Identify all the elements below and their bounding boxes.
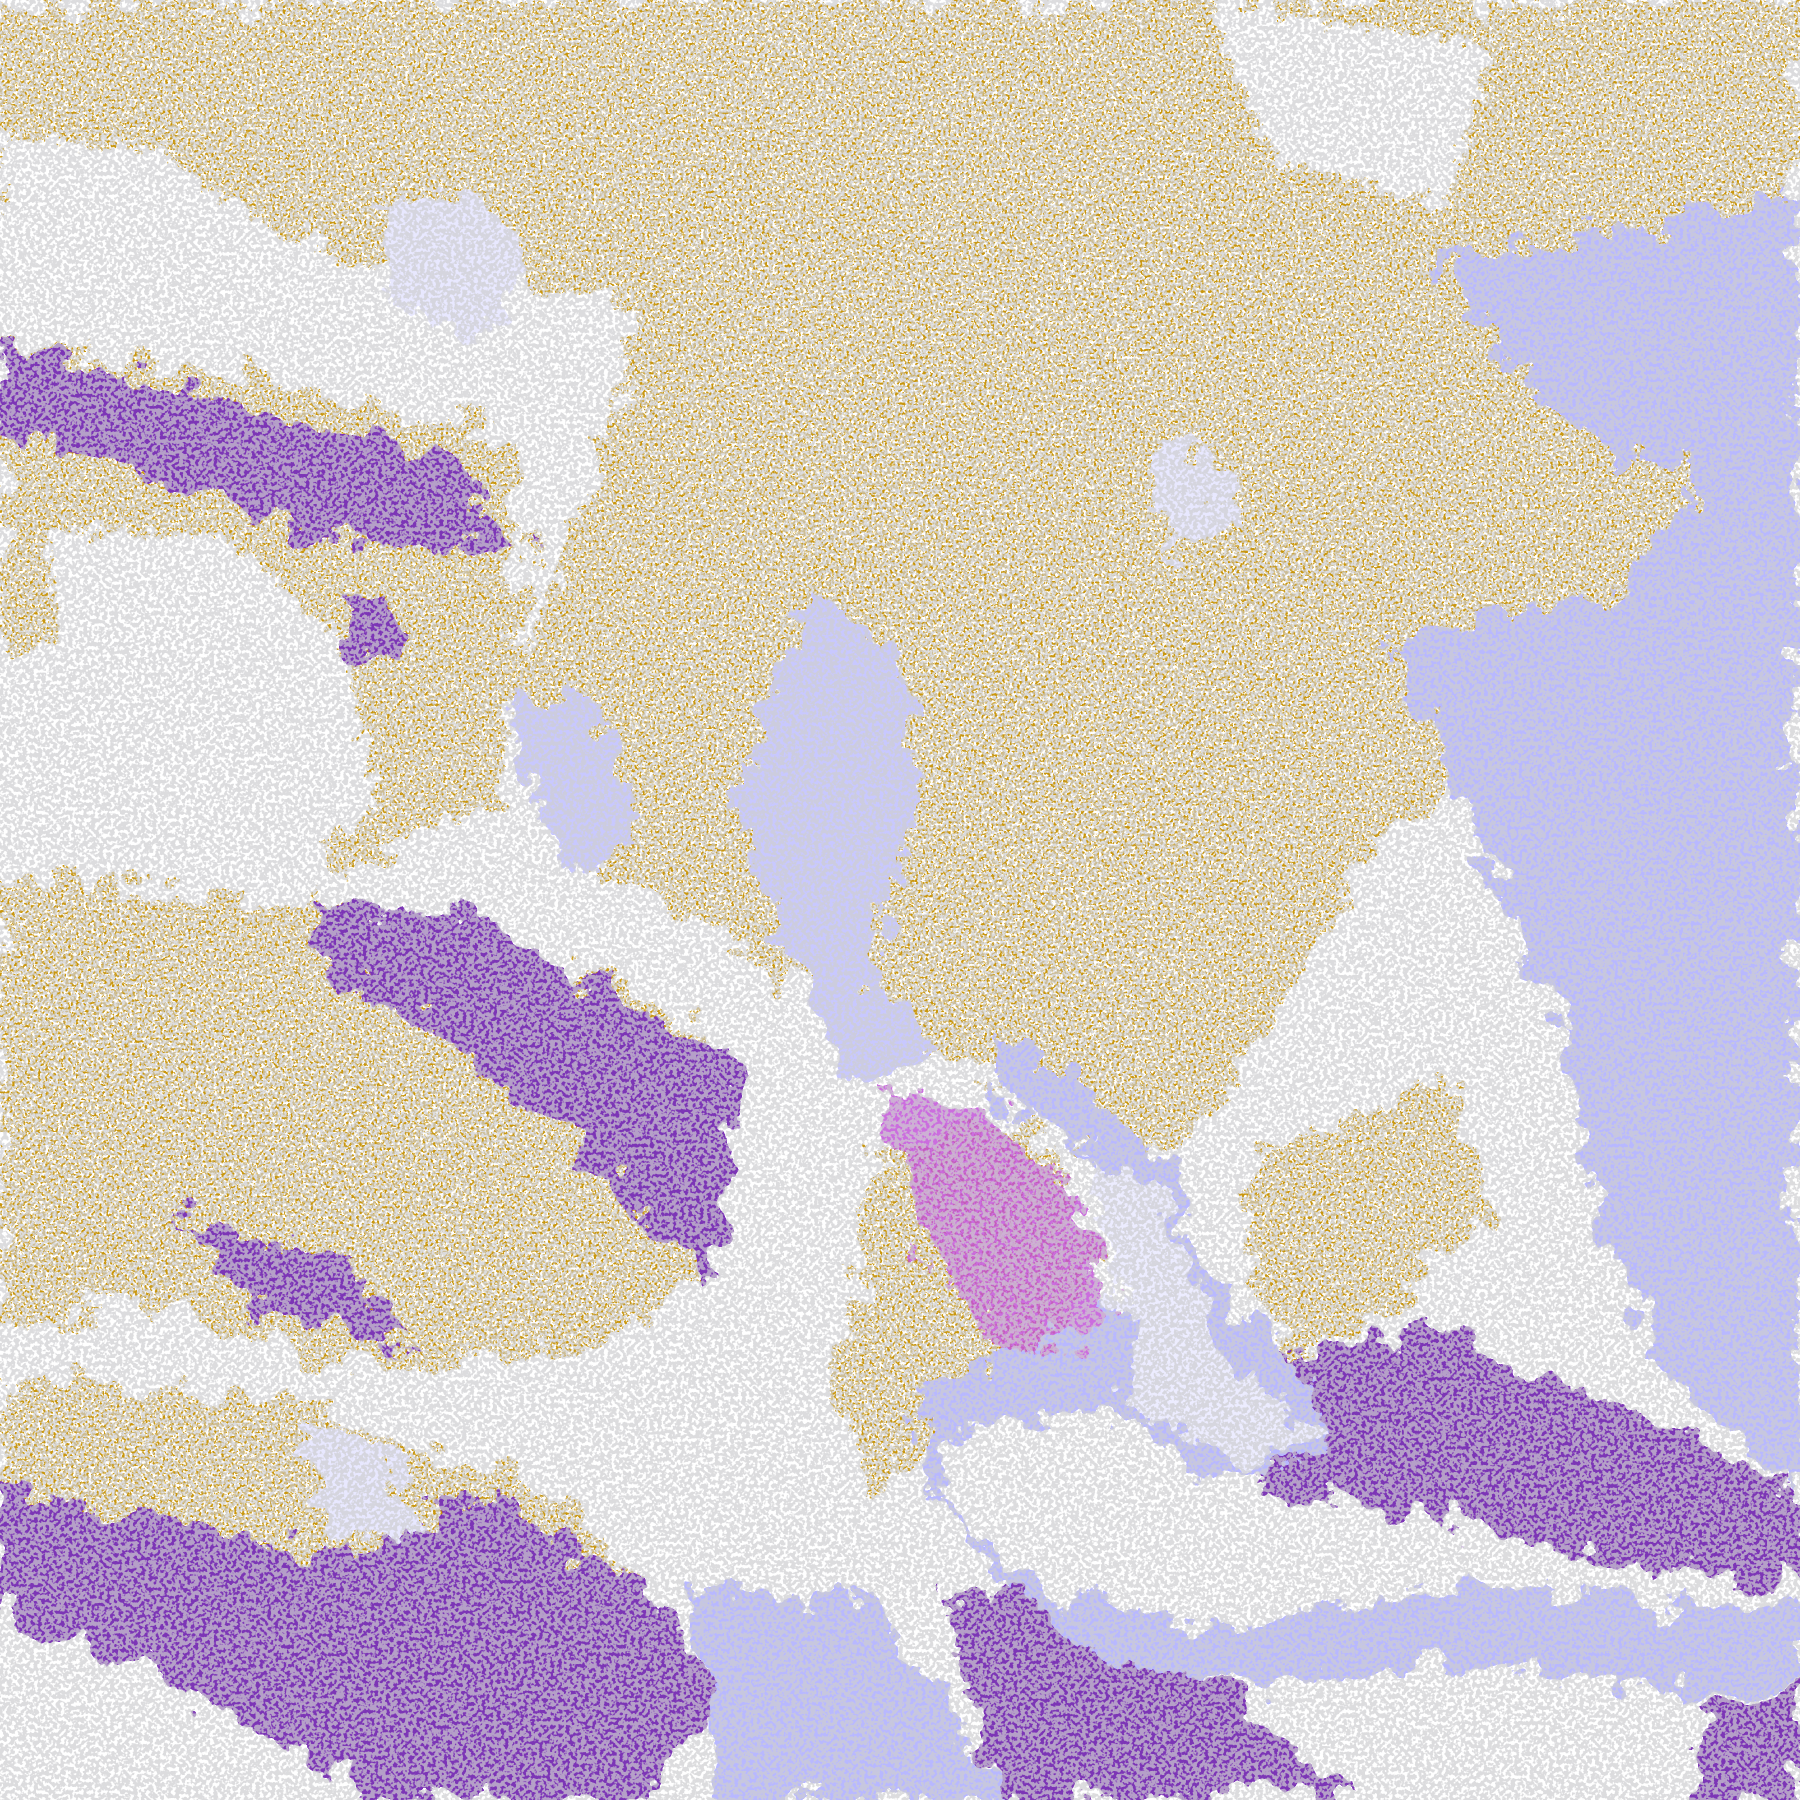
satellite-image (0, 0, 1800, 1800)
page (0, 0, 1800, 1800)
gray-speckle (0, 0, 1800, 1800)
